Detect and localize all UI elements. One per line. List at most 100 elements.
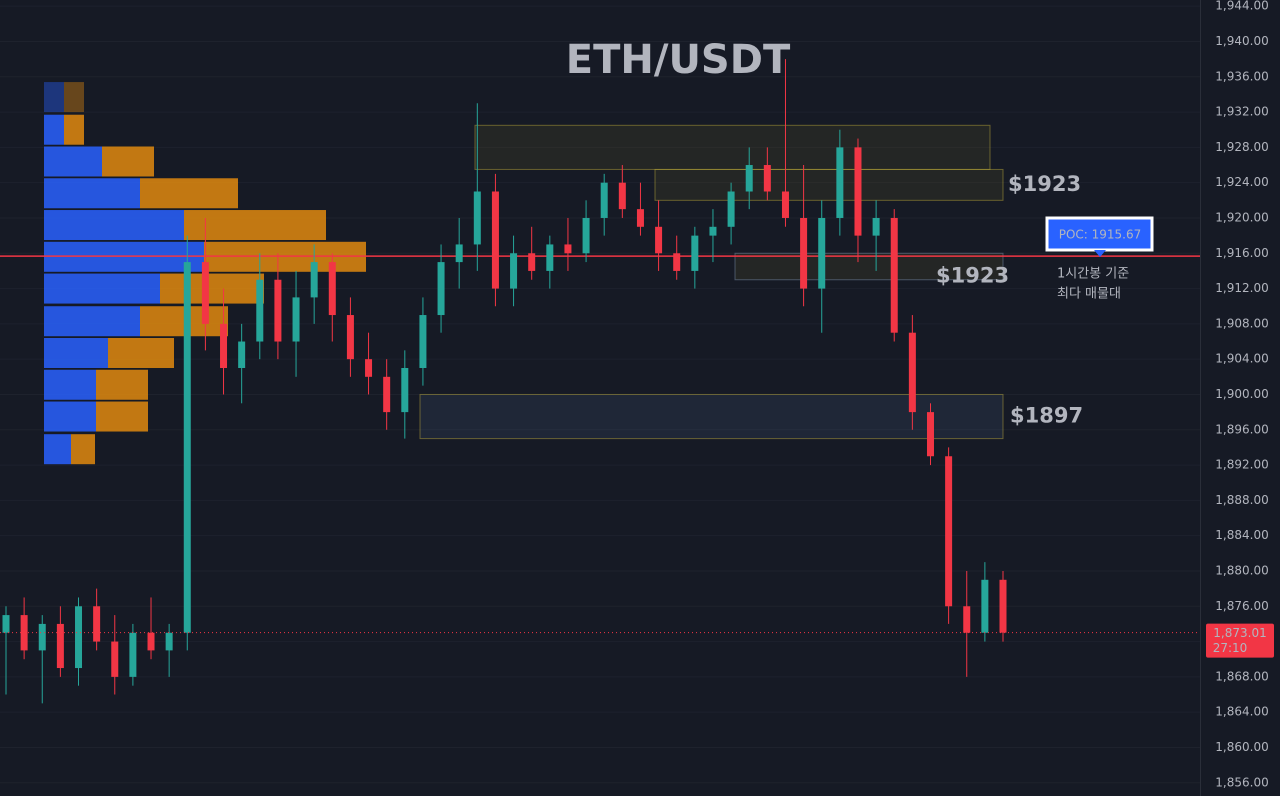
candle-body xyxy=(872,217,880,236)
candle-body xyxy=(2,615,10,633)
profile-buy xyxy=(44,434,71,465)
candle-body xyxy=(709,226,717,236)
y-tick-label: 1,944.00 xyxy=(1215,0,1268,13)
candle-body xyxy=(75,606,83,669)
profile-buy xyxy=(44,337,108,368)
last-price-box xyxy=(1206,623,1274,658)
zone xyxy=(419,393,1004,440)
profile-buy xyxy=(44,401,96,432)
candle-body xyxy=(93,606,101,642)
y-tick-label: 1,912.00 xyxy=(1215,281,1268,295)
candle-body xyxy=(636,209,644,227)
y-tick-label: 1,932.00 xyxy=(1215,105,1268,119)
poc-label: POC: 1915.67 xyxy=(1059,228,1142,242)
candle-body xyxy=(274,279,282,342)
y-tick-label: 1,876.00 xyxy=(1215,599,1268,613)
y-tick-label: 1,920.00 xyxy=(1215,210,1268,224)
profile-buy xyxy=(44,273,160,304)
last-price-label: 1,873.01 xyxy=(1213,626,1266,640)
profile-sell xyxy=(184,210,326,241)
candle-body xyxy=(618,182,626,210)
y-tick-label: 1,908.00 xyxy=(1215,316,1268,330)
candle-body xyxy=(455,244,463,263)
profile-buy xyxy=(44,146,102,177)
candle-body xyxy=(346,315,354,360)
zone xyxy=(734,252,1004,281)
annotation: 최다 매물대 xyxy=(1057,287,1121,302)
candle-body xyxy=(836,147,844,218)
candle-body xyxy=(655,226,663,254)
profile-buy xyxy=(44,306,140,337)
candle-body xyxy=(727,191,735,227)
y-tick-label: 1,928.00 xyxy=(1215,140,1268,154)
candle-body xyxy=(437,262,445,316)
candle-body xyxy=(854,147,862,236)
candle-body xyxy=(600,182,608,218)
y-tick-label: 1,868.00 xyxy=(1215,669,1268,683)
profile-buy xyxy=(44,369,96,400)
candle-body xyxy=(419,315,427,368)
candle-body xyxy=(56,623,64,669)
zone-label: $1923 xyxy=(936,264,1009,288)
candle-body xyxy=(999,579,1007,633)
candle-body xyxy=(383,376,391,413)
candle-body xyxy=(981,579,989,633)
profile-buy xyxy=(44,82,64,113)
candle-body xyxy=(310,262,318,298)
candle-body xyxy=(564,244,572,254)
candle-body xyxy=(745,165,753,192)
profile-sell xyxy=(108,337,174,368)
candle-body xyxy=(292,297,300,342)
candle-body xyxy=(818,217,826,289)
poc-box xyxy=(1045,216,1154,252)
candle-body xyxy=(945,456,953,607)
candle-body xyxy=(546,244,554,271)
candle-body xyxy=(183,262,191,633)
candle-body xyxy=(582,217,590,254)
zone-label: $1923 xyxy=(1008,172,1081,196)
candle-body xyxy=(401,367,409,413)
profile-sell xyxy=(71,434,95,465)
candle-body xyxy=(201,262,209,324)
y-tick-label: 1,940.00 xyxy=(1215,34,1268,48)
candle-body xyxy=(256,279,264,342)
candle-body xyxy=(328,262,336,316)
profile-sell xyxy=(140,178,238,209)
poc-pointer xyxy=(1094,250,1106,257)
y-tick-label: 1,900.00 xyxy=(1215,387,1268,401)
candle-body xyxy=(38,623,46,651)
profile-buy xyxy=(44,114,64,145)
candle-body xyxy=(763,165,771,192)
candle-body xyxy=(963,606,971,633)
candle-body xyxy=(129,632,137,677)
y-tick-label: 1,936.00 xyxy=(1215,69,1268,83)
candle-body xyxy=(926,412,934,457)
candle-body xyxy=(908,332,916,413)
candle-body xyxy=(673,253,681,271)
y-tick-label: 1,892.00 xyxy=(1215,458,1268,472)
candle-body xyxy=(800,217,808,289)
candle-body xyxy=(220,323,228,368)
profile-sell xyxy=(160,273,264,304)
y-tick-label: 1,884.00 xyxy=(1215,528,1268,542)
y-tick-label: 1,924.00 xyxy=(1215,175,1268,189)
zone xyxy=(474,124,991,170)
profile-sell xyxy=(102,146,154,177)
candle-body xyxy=(691,235,699,271)
candle-body xyxy=(111,641,119,677)
zone-label: $1897 xyxy=(1010,404,1083,428)
y-tick-label: 1,888.00 xyxy=(1215,493,1268,507)
profile-buy xyxy=(44,178,140,209)
annotation: 1시간봉 기준 xyxy=(1057,267,1129,282)
countdown: 27:10 xyxy=(1213,641,1248,655)
candle-body xyxy=(510,253,518,289)
zone xyxy=(654,168,1004,201)
candle-body xyxy=(365,359,373,377)
profile-sell xyxy=(64,114,84,145)
chart-title: ETH/USDT xyxy=(566,37,791,83)
y-tick-label: 1,880.00 xyxy=(1215,563,1268,577)
candle-body xyxy=(781,191,789,218)
